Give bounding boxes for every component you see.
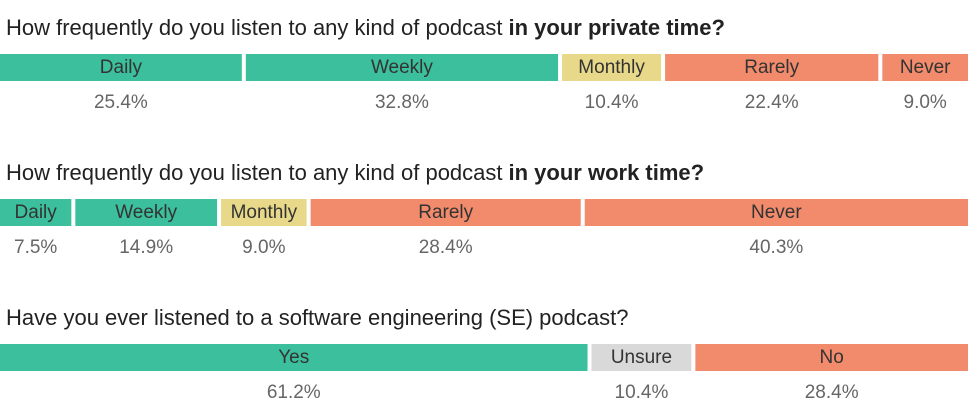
bar-segment	[695, 344, 968, 371]
bar-segment	[0, 199, 72, 226]
value-label: 28.4%	[805, 382, 859, 403]
category-label: Never	[900, 57, 951, 78]
value-label: 22.4%	[745, 92, 799, 113]
bar-segment	[0, 54, 242, 81]
category-label: Monthly	[578, 57, 645, 78]
bar-segment	[0, 344, 588, 371]
chart-title: How frequently do you listen to any kind…	[6, 15, 725, 40]
category-label: No	[820, 347, 844, 368]
chart-title: Have you ever listened to a software eng…	[6, 305, 628, 330]
bar-segment	[562, 54, 662, 81]
value-label: 40.3%	[749, 237, 803, 258]
value-label: 14.9%	[119, 237, 173, 258]
chart-title: How frequently do you listen to any kind…	[6, 160, 704, 185]
category-label: Daily	[100, 57, 143, 78]
bar-segment	[75, 199, 218, 226]
bar-segment	[245, 54, 559, 81]
bar-segment	[221, 199, 307, 226]
category-label: Weekly	[115, 202, 177, 223]
title-text: How frequently do you listen to any kind…	[6, 160, 503, 185]
value-label: 9.0%	[242, 237, 285, 258]
value-label: 25.4%	[94, 92, 148, 113]
value-label: 28.4%	[419, 237, 473, 258]
value-label: 32.8%	[375, 92, 429, 113]
title-text: Have you ever listened to a software eng…	[6, 305, 628, 330]
bar-segment	[310, 199, 581, 226]
bar-segment	[591, 344, 692, 371]
bar-segment	[665, 54, 879, 81]
value-label: 9.0%	[904, 92, 947, 113]
category-label: Monthly	[231, 202, 298, 223]
category-label: Unsure	[611, 347, 672, 368]
category-label: Yes	[278, 347, 309, 368]
value-label: 7.5%	[14, 237, 57, 258]
category-label: Daily	[15, 202, 58, 223]
title-text: How frequently do you listen to any kind…	[6, 15, 503, 40]
title-emphasis: in your work time?	[509, 160, 705, 185]
category-label: Rarely	[418, 202, 473, 223]
category-label: Never	[751, 202, 802, 223]
category-label: Weekly	[371, 57, 433, 78]
value-label: 10.4%	[615, 382, 669, 403]
category-label: Rarely	[744, 57, 799, 78]
value-label: 61.2%	[267, 382, 321, 403]
bar-segment	[584, 199, 968, 226]
bar-segment	[882, 54, 968, 81]
value-label: 10.4%	[585, 92, 639, 113]
title-emphasis: in your private time?	[509, 15, 725, 40]
